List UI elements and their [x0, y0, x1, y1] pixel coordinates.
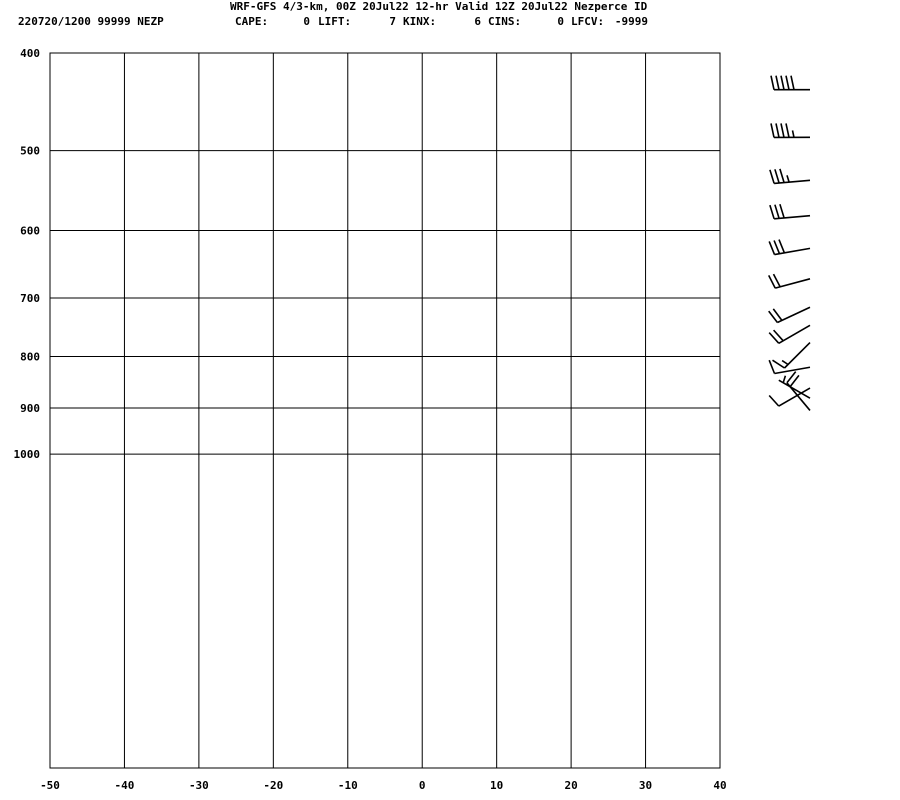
wind-barb: [769, 168, 811, 185]
wind-barb: [767, 273, 811, 289]
y-tick-label: 1000: [14, 448, 41, 461]
chart-title: WRF-GFS 4/3-km, 00Z 20Jul22 12-hr Valid …: [230, 0, 648, 13]
wind-barb: [772, 341, 811, 369]
dry-adiabat: [889, 31, 900, 476]
x-tick-label: 40: [713, 779, 726, 792]
cins-value: 0: [557, 15, 564, 28]
kinx-value: 6: [474, 15, 481, 28]
y-tick-label: 600: [20, 224, 40, 237]
y-tick-label: 900: [20, 402, 40, 415]
lift-value: 7: [389, 15, 396, 28]
dry-adiabat: [832, 31, 900, 476]
cins-label: CINS:: [488, 15, 521, 28]
wind-barb: [768, 359, 811, 375]
x-tick-label: -40: [115, 779, 135, 792]
wind-barb: [786, 371, 811, 411]
lift-label: LIFT:: [318, 15, 351, 28]
mixing-ratio-line: [851, 31, 900, 476]
kinx-label: KINX:: [403, 15, 436, 28]
y-tick-label: 800: [20, 350, 40, 363]
x-tick-label: -20: [263, 779, 283, 792]
wind-barb: [769, 203, 811, 220]
plot-frame: [49, 52, 721, 769]
cape-value: 0: [303, 15, 310, 28]
lfcv-value: -9999: [615, 15, 648, 28]
x-tick-label: 10: [490, 779, 503, 792]
wind-barb: [778, 375, 811, 399]
lfcv-label: LFCV:: [571, 15, 604, 28]
x-tick-label: 30: [639, 779, 652, 792]
y-tick-label: 400: [20, 47, 40, 60]
wind-barb: [770, 75, 811, 91]
x-tick-label: -50: [40, 779, 60, 792]
wind-barb: [768, 324, 811, 344]
x-tick-label: 20: [564, 779, 577, 792]
y-tick-label: 700: [20, 292, 40, 305]
wind-barb: [768, 387, 811, 407]
wind-barb: [768, 239, 811, 256]
x-tick-label: -30: [189, 779, 209, 792]
x-tick-label: -10: [338, 779, 358, 792]
wind-barb: [770, 123, 811, 139]
station-line: 220720/1200 99999 NEZP: [18, 15, 164, 28]
y-tick-label: 500: [20, 145, 40, 158]
cape-label: CAPE:: [235, 15, 268, 28]
x-tick-label: 0: [419, 779, 426, 792]
wind-barb: [768, 306, 811, 324]
